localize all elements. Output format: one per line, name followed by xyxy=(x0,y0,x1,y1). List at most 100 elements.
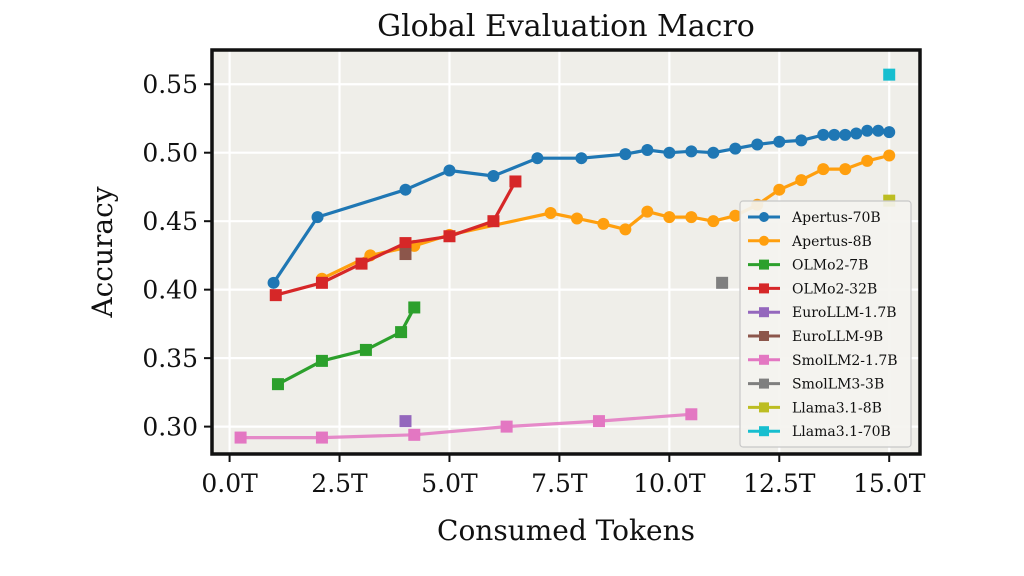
y-tick-label: 0.40 xyxy=(142,276,198,305)
x-tick-label: 12.5T xyxy=(743,469,816,498)
data-point-apertus-8b xyxy=(773,183,786,196)
series-llama3-1-70b xyxy=(883,68,896,81)
data-point-apertus-70b xyxy=(575,152,588,165)
x-axis-label: Consumed Tokens xyxy=(437,514,695,547)
data-point-smollm2-1-7b xyxy=(315,431,328,444)
legend-label: Llama3.1-70B xyxy=(792,424,891,440)
x-tick-label: 15.0T xyxy=(853,469,926,498)
y-tick-label: 0.30 xyxy=(142,413,198,442)
data-point-apertus-8b xyxy=(817,163,830,176)
data-point-apertus-70b xyxy=(531,152,544,165)
data-point-olmo2-32b xyxy=(355,257,368,270)
data-point-apertus-8b xyxy=(663,211,676,224)
legend-label: OLMo2-7B xyxy=(792,258,868,274)
legend-label: Llama3.1-8B xyxy=(792,400,882,416)
data-point-apertus-70b xyxy=(729,142,742,155)
legend-item-apertus-70b: Apertus-70B xyxy=(748,210,881,226)
x-tick-label: 5.0T xyxy=(421,469,478,498)
legend-item-eurollm-9b: EuroLLM-9B xyxy=(748,329,883,345)
data-point-apertus-70b xyxy=(311,211,324,224)
x-tick-label: 10.0T xyxy=(633,469,706,498)
ticks: 0.0T 2.5T 5.0T 7.5T 10.0T 12.5T 15.0T 0.30 0.35 0… xyxy=(142,70,925,498)
plot-frame xyxy=(210,48,922,456)
legend-marker xyxy=(759,378,769,389)
data-point-smollm2-1-7b xyxy=(592,415,605,428)
data-point-olmo2-32b xyxy=(315,276,328,289)
data-point-apertus-70b xyxy=(872,124,885,137)
chart-title: Global Evaluation Macro xyxy=(377,9,755,44)
data-point-smollm3-3b xyxy=(716,276,729,289)
x-tick-label: 2.5T xyxy=(311,469,368,498)
y-tick-label: 0.35 xyxy=(142,344,198,373)
legend-marker xyxy=(759,331,769,341)
legend-item-olmo2-32b: OLMo2-32B xyxy=(748,281,877,297)
legend-label: EuroLLM-9B xyxy=(792,329,883,345)
data-point-apertus-8b xyxy=(544,206,557,219)
data-point-llama3-1-70b xyxy=(883,68,896,81)
data-point-smollm2-1-7b xyxy=(500,420,513,433)
data-point-apertus-8b xyxy=(839,163,852,176)
legend-marker xyxy=(759,235,769,246)
data-point-apertus-70b xyxy=(443,164,456,177)
legend-marker xyxy=(759,259,769,270)
data-point-eurollm-1-7b xyxy=(399,415,412,428)
data-point-apertus-70b xyxy=(663,146,676,159)
data-point-apertus-70b xyxy=(795,134,808,147)
legend-item-llama3-1-8b: Llama3.1-8B xyxy=(748,400,882,416)
legend-marker xyxy=(759,283,769,294)
data-point-olmo2-7b xyxy=(359,343,372,356)
x-tick-label: 0.0T xyxy=(201,469,258,498)
y-tick-label: 0.55 xyxy=(142,70,198,99)
data-point-apertus-70b xyxy=(685,145,698,158)
data-point-apertus-70b xyxy=(641,143,654,156)
series-eurollm-1-7b xyxy=(399,415,412,428)
legend-label: OLMo2-32B xyxy=(792,281,877,297)
data-point-olmo2-32b xyxy=(443,230,456,243)
legend-marker xyxy=(759,426,769,437)
data-point-apertus-70b xyxy=(619,148,632,161)
data-point-apertus-70b xyxy=(883,126,896,139)
data-point-apertus-8b xyxy=(729,209,742,222)
series-apertus-70b xyxy=(267,124,896,289)
data-point-apertus-8b xyxy=(883,149,896,162)
data-point-olmo2-7b xyxy=(395,326,408,339)
legend-item-apertus-8b: Apertus-8B xyxy=(748,234,872,250)
legend-item-smollm2-1-7b: SmolLM2-1.7B xyxy=(748,353,898,369)
legend-marker xyxy=(759,212,769,222)
data-point-apertus-70b xyxy=(773,135,786,148)
data-point-apertus-8b xyxy=(570,212,583,225)
legend-item-eurollm-1-7b: EuroLLM-1.7B xyxy=(748,305,897,321)
legend: Apertus-70B Apertus-8B OLMo2-7B OLMo2-32B Eu… xyxy=(739,200,912,448)
legend-label: SmolLM3-3B xyxy=(792,377,884,393)
series-layer xyxy=(234,68,896,444)
data-point-apertus-70b xyxy=(839,128,852,141)
legend-label: EuroLLM-1.7B xyxy=(792,305,897,321)
data-point-smollm2-1-7b xyxy=(408,428,421,441)
y-tick-label: 0.45 xyxy=(142,207,198,236)
data-point-apertus-70b xyxy=(850,127,863,140)
series-line-smollm2-1-7b xyxy=(240,412,692,440)
data-point-eurollm-9b xyxy=(399,248,412,261)
legend-label: Apertus-70B xyxy=(791,210,881,226)
legend-item-llama3-1-70b: Llama3.1-70B xyxy=(748,424,891,440)
y-tick-label: 0.50 xyxy=(142,139,198,168)
data-point-apertus-8b xyxy=(619,223,632,236)
legend-marker xyxy=(759,354,769,365)
data-point-apertus-8b xyxy=(641,205,654,218)
data-point-apertus-70b xyxy=(751,138,764,151)
legend-item-olmo2-7b: OLMo2-7B xyxy=(748,258,868,274)
data-point-apertus-70b xyxy=(399,183,412,196)
data-point-olmo2-32b xyxy=(509,175,522,188)
series-smollm2-1-7b xyxy=(234,408,698,444)
data-point-olmo2-32b xyxy=(487,215,500,228)
data-point-smollm2-1-7b xyxy=(234,431,247,444)
legend-marker xyxy=(759,307,769,318)
legend-label: SmolLM2-1.7B xyxy=(792,353,898,369)
legend-marker xyxy=(759,402,769,413)
data-point-apertus-70b xyxy=(267,276,280,289)
data-point-olmo2-32b xyxy=(399,237,412,250)
data-point-olmo2-7b xyxy=(315,354,328,367)
data-point-apertus-8b xyxy=(795,174,808,187)
legend-box xyxy=(739,200,912,448)
